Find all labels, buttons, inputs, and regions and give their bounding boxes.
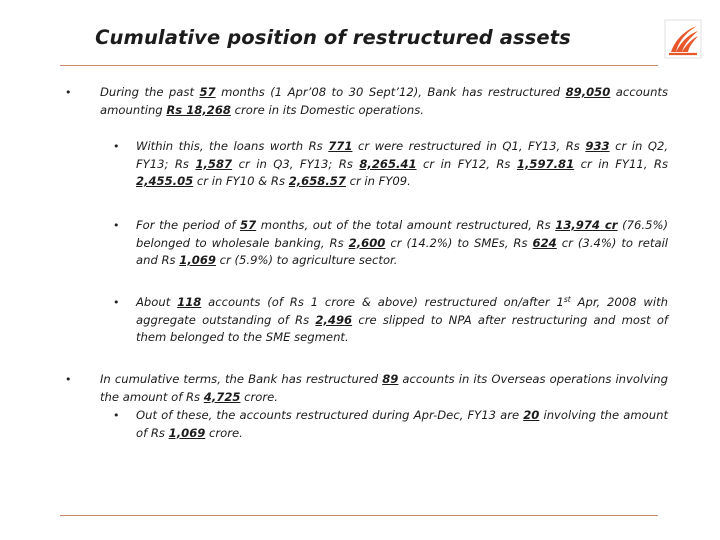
sub-bullet-npa-slippage: About 118 accounts (of Rs 1 crore & abov… <box>136 295 668 344</box>
bullet-marker: • <box>65 373 72 386</box>
sub-bullet-segment-breakup: For the period of 57 months, out of the … <box>136 218 669 267</box>
sub-bullet-marker: • <box>113 409 120 422</box>
bank-of-baroda-logo-icon <box>664 19 702 59</box>
slide-title: Cumulative position of restructured asse… <box>95 26 571 49</box>
bullet-marker: • <box>65 86 72 99</box>
sub-bullet-marker: • <box>113 140 120 153</box>
bullet-domestic-restructuring: During the past 57 months (1 Apr’08 to 3… <box>100 85 669 117</box>
sub-bullet-overseas-fy13: Out of these, the accounts restructured … <box>136 408 668 440</box>
sub-bullet-loans-by-period: Within this, the loans worth Rs 771 cr w… <box>136 139 669 188</box>
sub-bullet-marker: • <box>113 219 120 232</box>
bullet-overseas-restructuring: In cumulative terms, the Bank has restru… <box>100 372 668 404</box>
footer-divider <box>60 515 658 516</box>
sub-bullet-marker: • <box>113 296 120 309</box>
title-divider <box>60 65 658 66</box>
